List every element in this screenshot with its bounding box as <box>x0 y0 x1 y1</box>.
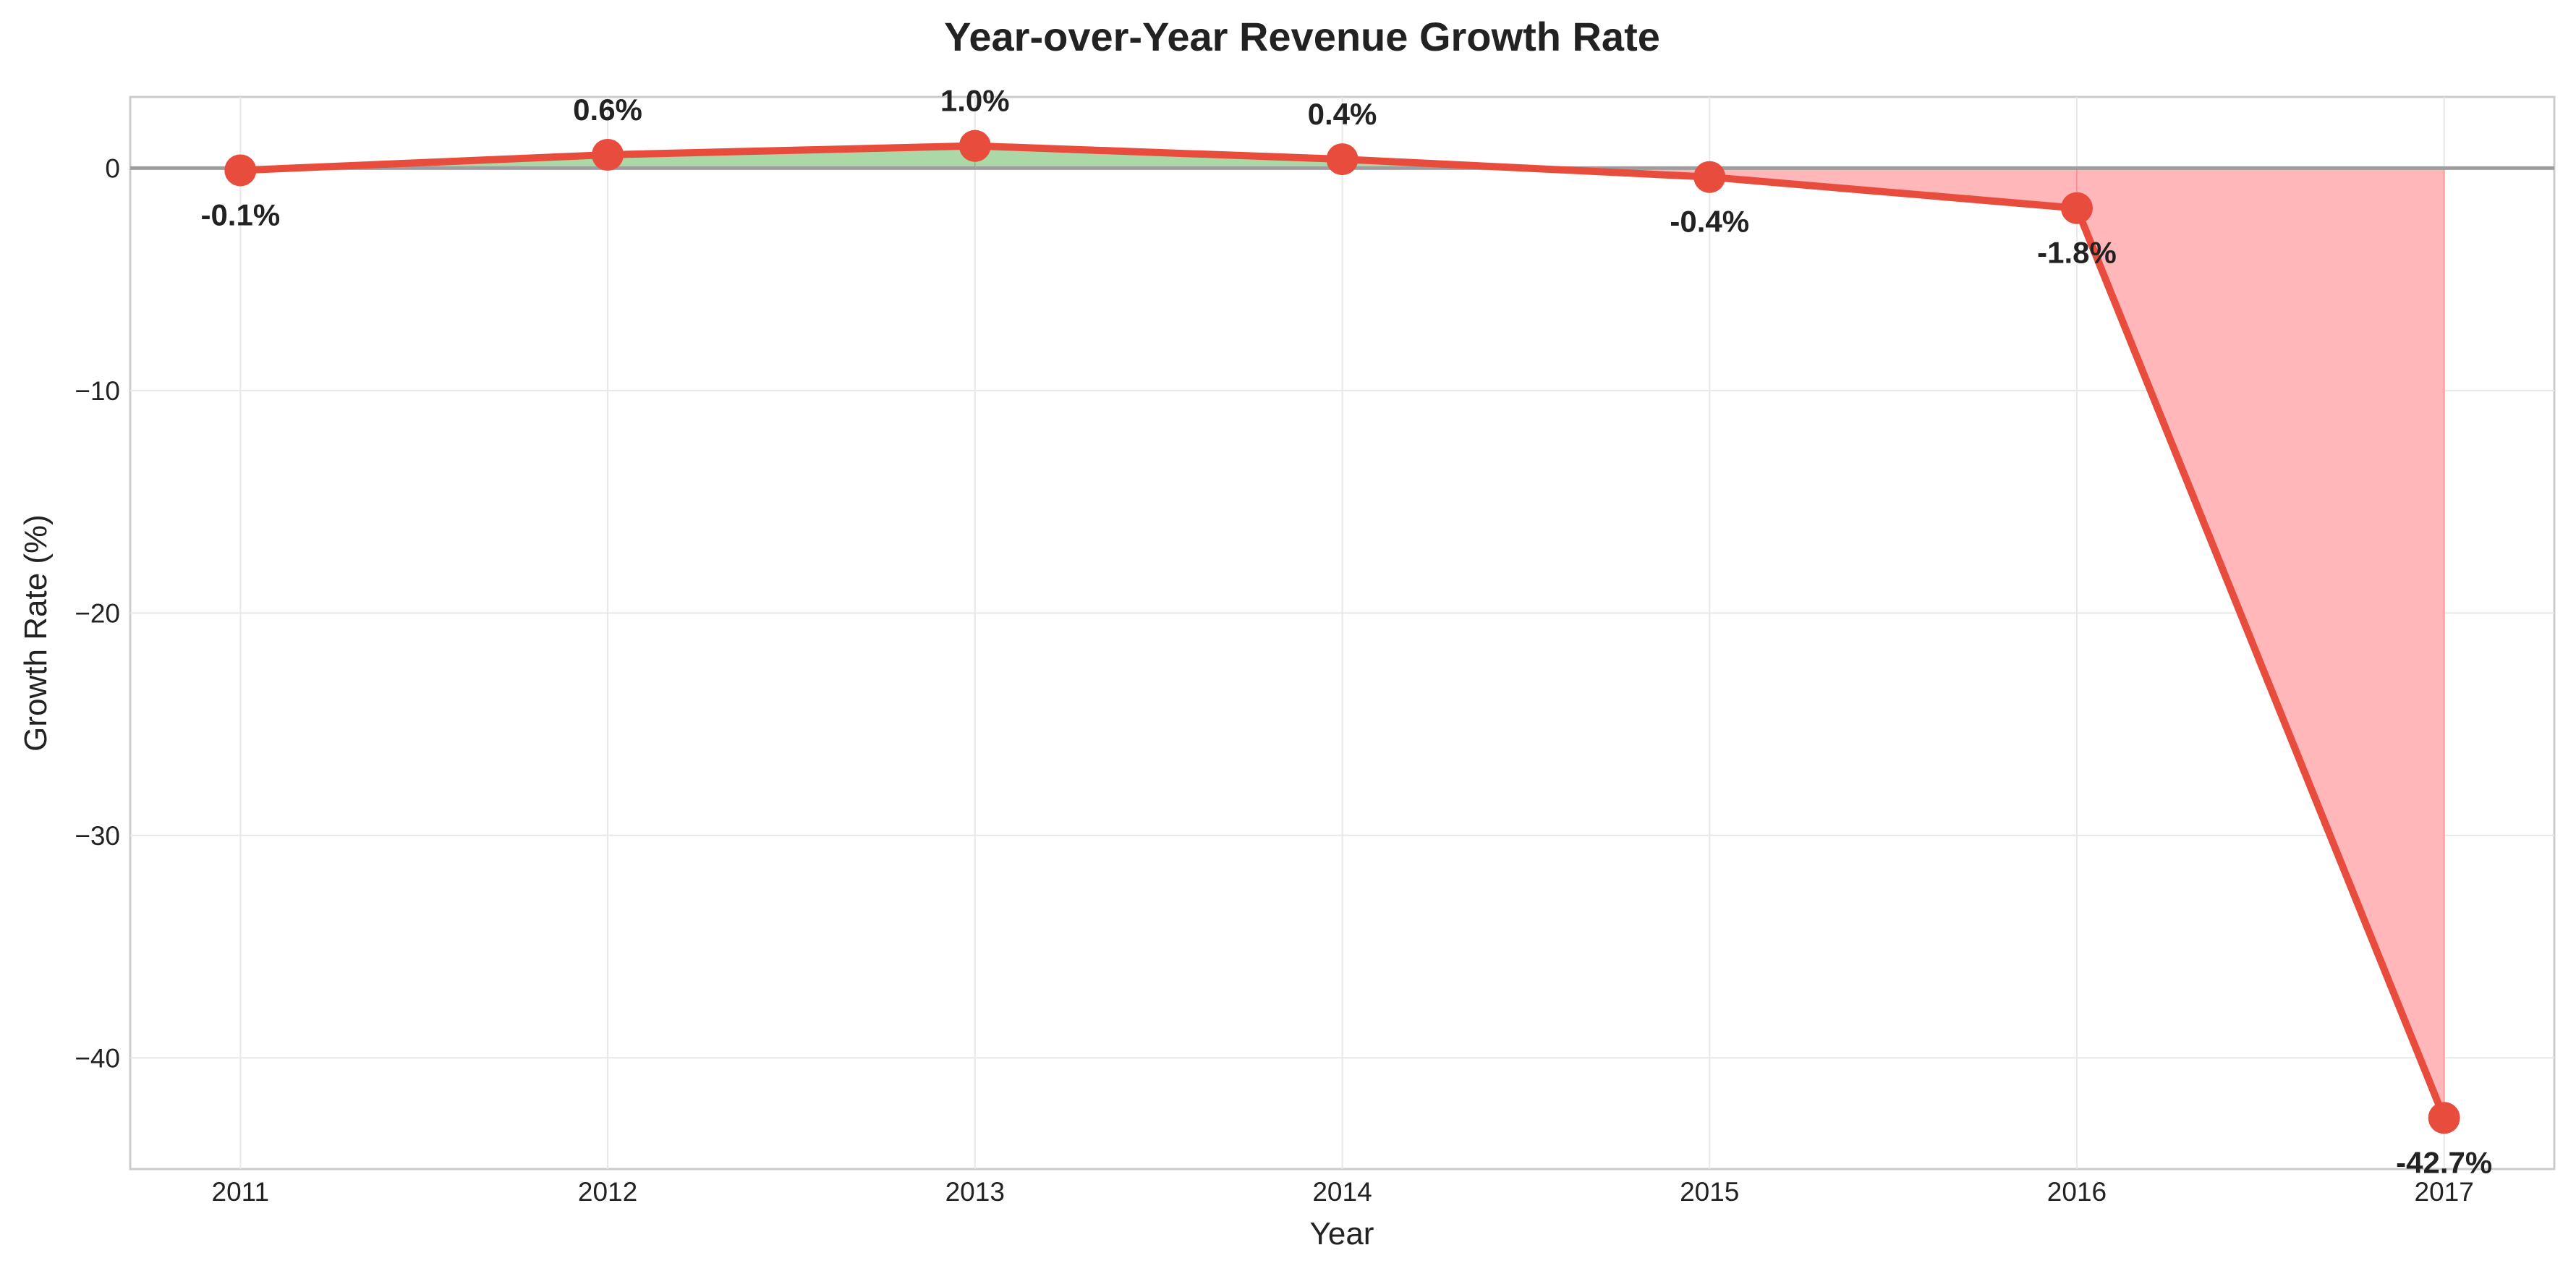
data-point <box>958 129 991 162</box>
y-tick-label: 0 <box>105 153 120 183</box>
x-tick-label: 2016 <box>2047 1177 2107 1207</box>
y-axis-label: Growth Rate (%) <box>18 514 54 752</box>
data-label: 1.0% <box>940 84 1010 118</box>
x-tick-label: 2017 <box>2415 1177 2474 1207</box>
data-points <box>224 129 2460 1134</box>
data-point <box>2060 192 2093 224</box>
data-label: -42.7% <box>2396 1145 2492 1179</box>
x-tick-label: 2015 <box>1680 1177 1739 1207</box>
x-axis-ticks: 2011 2012 2013 2014 2015 2016 2017 <box>212 1177 2474 1207</box>
y-tick-label: −10 <box>75 376 120 406</box>
x-tick-label: 2013 <box>945 1177 1005 1207</box>
y-tick-label: −20 <box>75 598 120 628</box>
data-label: -0.4% <box>1670 205 1749 239</box>
data-labels: -0.1% 0.6% 1.0% 0.4% -0.4% -1.8% -42.7% <box>200 84 2492 1180</box>
data-label: 0.4% <box>1308 97 1377 131</box>
x-tick-label: 2014 <box>1312 1177 1372 1207</box>
data-point <box>2428 1102 2460 1134</box>
x-tick-label: 2011 <box>212 1177 270 1207</box>
data-label: -0.1% <box>200 197 280 231</box>
data-point <box>1326 143 1359 176</box>
data-label: -1.8% <box>2037 236 2117 270</box>
y-tick-label: −40 <box>75 1043 120 1073</box>
y-tick-label: −30 <box>75 821 120 851</box>
data-label: 0.6% <box>573 93 642 127</box>
y-axis-ticks: 0 −10 −20 −30 −40 <box>75 153 120 1073</box>
x-tick-label: 2012 <box>578 1177 637 1207</box>
x-axis-label: Year <box>1310 1216 1374 1252</box>
data-point <box>1693 161 1726 193</box>
chart-title: Year-over-Year Revenue Growth Rate <box>944 14 1660 59</box>
data-point <box>224 154 257 187</box>
data-point <box>592 138 624 171</box>
